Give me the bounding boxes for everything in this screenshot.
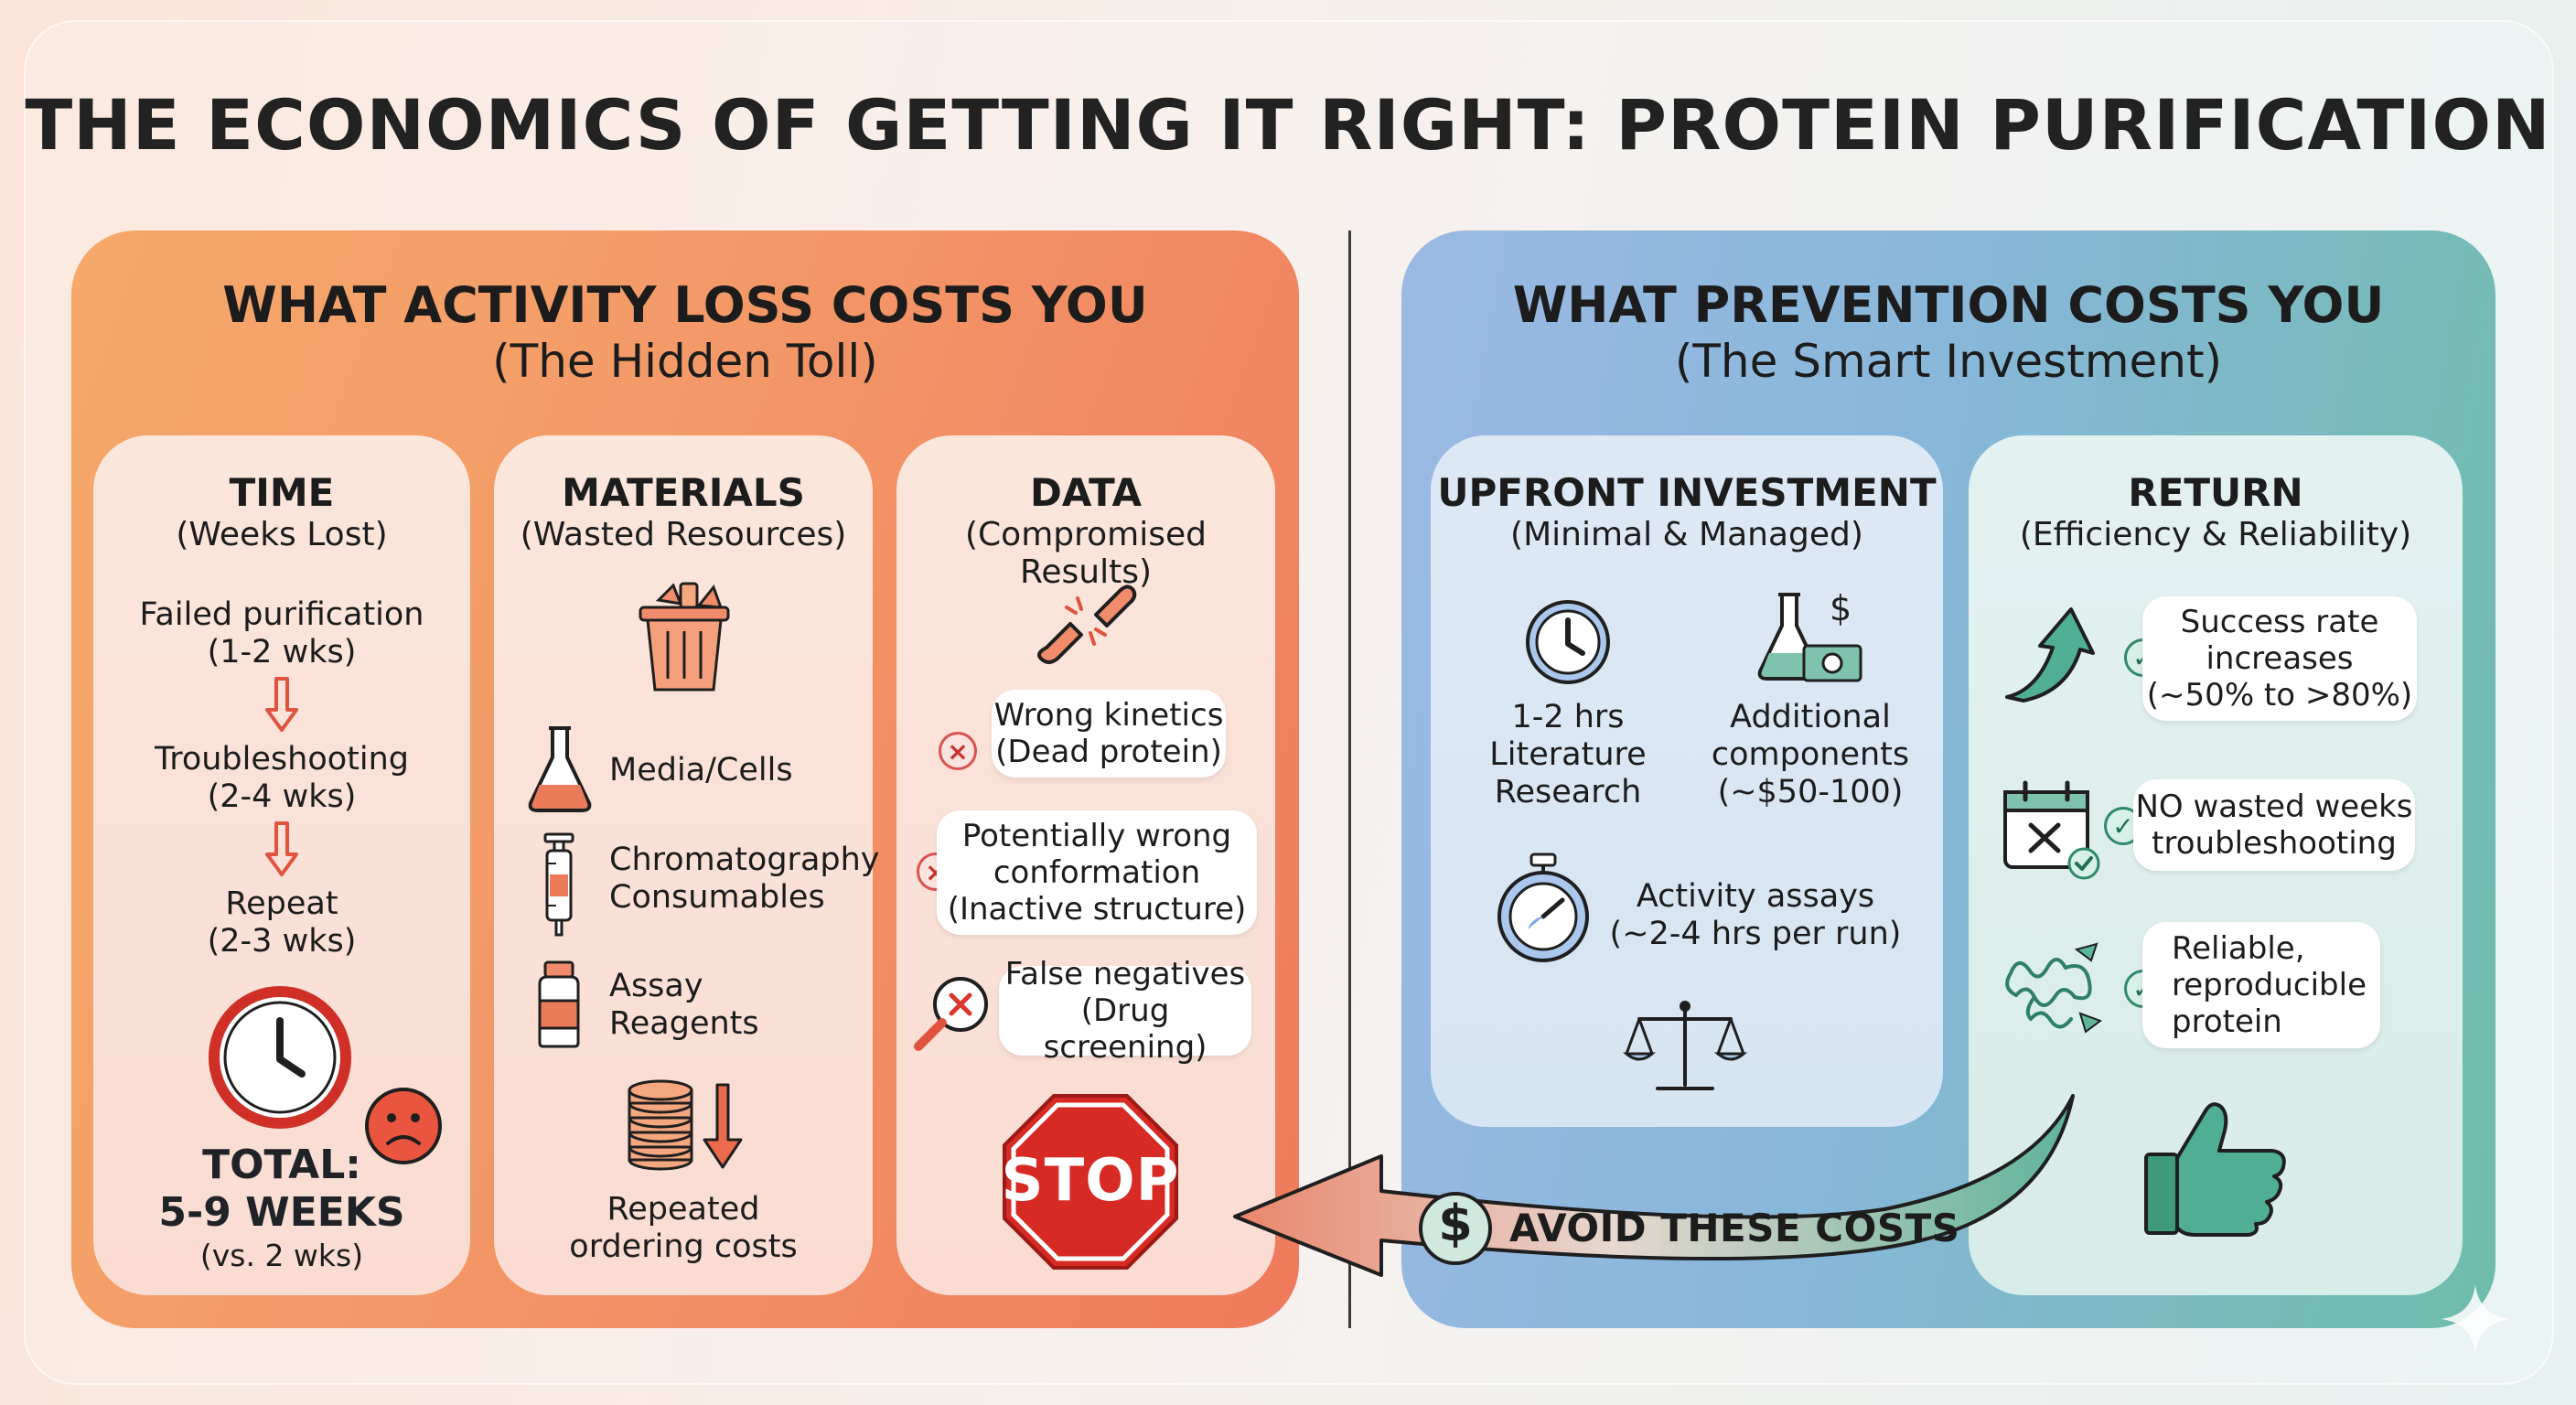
upfront-item-research: 1-2 hrs Literature Research [1489, 699, 1647, 810]
upfront-investment-card: UPFRONT INVESTMENT (Minimal & Managed) 1… [1431, 435, 1943, 1127]
data-card-subtitle: (Compromised Results) [965, 516, 1207, 591]
time-step-repeat: Repeat (2-3 wks) [207, 885, 357, 960]
upfront-card-subtitle: (Minimal & Managed) [1510, 516, 1863, 553]
stop-sign-label: STOP [1001, 1147, 1180, 1215]
activity-loss-title: WHAT ACTIVITY LOSS COSTS YOU [222, 276, 1148, 334]
data-item-wrong-conformation: Potentially wrong conformation (Inactive… [937, 810, 1257, 935]
data-card-title: DATA [1029, 470, 1142, 515]
prevention-subtitle: (The Smart Investment) [1674, 335, 2223, 388]
materials-item-reagents: Assay Reagents [609, 968, 759, 1042]
data-item-wrong-kinetics: Wrong kinetics (Dead protein) [992, 690, 1226, 778]
dollar-coin-symbol: $ [1438, 1195, 1473, 1252]
broken-link-icon [1037, 585, 1137, 664]
data-card: DATA (Compromised Results) × Wrong kinet… [896, 435, 1275, 1295]
materials-footer: Repeated ordering costs [569, 1191, 798, 1265]
protein-structure-icon [2005, 942, 2103, 1034]
materials-card-title: MATERIALS [562, 470, 805, 515]
time-card: TIME (Weeks Lost) Failed purification (1… [93, 435, 470, 1295]
return-item-no-wasted-weeks: NO wasted weeks troubleshooting [2133, 779, 2415, 871]
syringe-column-icon [543, 832, 574, 937]
calendar-check-icon [2003, 780, 2100, 880]
thumbs-up-icon [2144, 1102, 2286, 1237]
coin-stack-down-icon [628, 1079, 743, 1171]
down-arrow-icon [265, 821, 298, 876]
time-step-troubleshooting: Troubleshooting (2-4 wks) [154, 741, 410, 815]
prevention-title: WHAT PREVENTION COSTS YOU [1512, 276, 2385, 334]
avoid-costs-label: AVOID THESE COSTS [1509, 1206, 1960, 1250]
page-title: THE ECONOMICS OF GETTING IT RIGHT: PROTE… [25, 84, 2551, 166]
time-step-failed-purification: Failed purification (1-2 wks) [139, 596, 424, 670]
panel-divider [1348, 231, 1351, 1328]
reagent-bottle-icon [538, 960, 580, 1048]
dollar-coin-icon [1419, 1192, 1492, 1265]
up-arrow-icon [2005, 607, 2095, 702]
time-card-subtitle: (Weeks Lost) [176, 516, 388, 553]
flask-icon [528, 726, 592, 812]
time-total: TOTAL: 5-9 WEEKS (vs. 2 wks) [158, 1142, 405, 1273]
materials-card: MATERIALS (Wasted Resources) Media/Cells… [494, 435, 880, 1295]
materials-item-media: Media/Cells [609, 752, 793, 788]
stopwatch-icon [1497, 853, 1589, 962]
avoid-costs-arrow [1233, 1094, 2075, 1277]
time-card-title: TIME [229, 470, 335, 515]
data-item-false-negatives: False negatives (Drug screening) [999, 956, 1251, 1066]
activity-loss-subtitle: (The Hidden Toll) [492, 335, 878, 388]
down-arrow-icon [265, 677, 298, 732]
upfront-card-title: UPFRONT INVESTMENT [1437, 470, 1937, 515]
flask-money-icon: $ [1757, 589, 1862, 682]
clock-icon [209, 986, 351, 1129]
materials-card-subtitle: (Wasted Resources) [520, 516, 847, 553]
return-card-title: RETURN [2128, 470, 2303, 515]
return-item-reliable-protein: Reliable, reproducible protein [2142, 922, 2380, 1048]
upfront-item-assays: Activity assays (~2-4 hrs per run) [1609, 878, 1902, 952]
return-card-subtitle: (Efficiency & Reliability) [2019, 516, 2412, 553]
stop-sign-icon [1003, 1094, 1178, 1270]
magnifier-x-icon [914, 977, 988, 1051]
sad-face-icon [365, 1088, 442, 1164]
balance-scale-icon [1622, 1001, 1748, 1090]
x-mark-icon: × [939, 732, 977, 770]
trash-bin-icon [639, 582, 730, 692]
return-item-success-rate: Success rate increases (~50% to >80%) [2142, 596, 2417, 721]
upfront-item-components: Additional components (~$50-100) [1711, 699, 1910, 810]
sparkle-icon [2441, 1284, 2510, 1354]
svg-text:$: $ [1830, 589, 1852, 628]
clock-icon [1526, 600, 1610, 684]
materials-item-chromatography: Chromatography Consumables [609, 842, 880, 916]
